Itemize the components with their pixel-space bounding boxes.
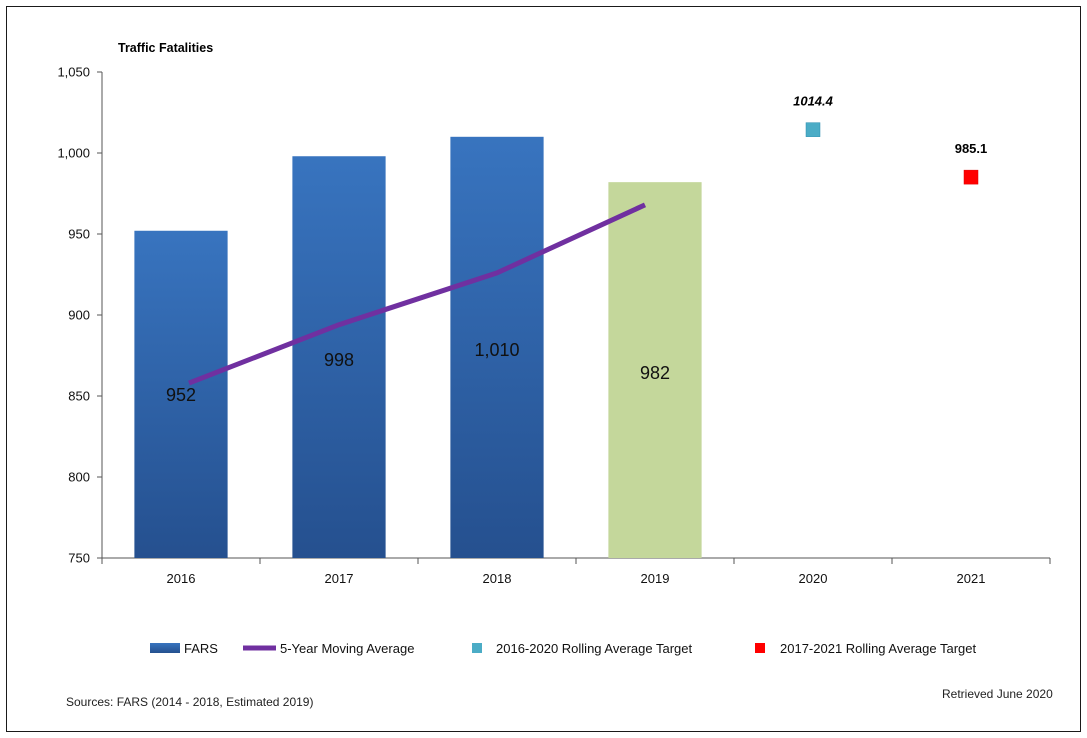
bar-2018 [450,136,544,559]
moving-average-line [188,202,647,386]
legend-target-2017-2021-swatch [755,643,765,653]
legend-fars-swatch [150,643,180,653]
target-point-2021 [963,169,979,185]
sources-note: Sources: FARS (2014 - 2018, Estimated 20… [66,695,314,709]
target-point-2020 [805,122,821,137]
target-label-2020: 1014.4 [793,94,834,109]
y-tick-label: 900 [68,308,90,323]
bar-label-2017: 998 [324,350,354,370]
retrieved-note: Retrieved June 2020 [942,687,1053,701]
x-tick-label: 2017 [325,571,354,586]
x-tick-label: 2020 [799,571,828,586]
bar-label-2016: 952 [166,385,196,405]
legend-target-2016-2020-swatch [472,643,482,653]
bar-2019 [608,182,702,558]
bar-2016 [134,230,228,558]
y-tick-label: 950 [68,227,90,242]
legend-moving-average-label: 5-Year Moving Average [280,641,414,656]
y-tick-label: 1,050 [57,65,90,80]
chart-title: Traffic Fatalities [118,41,213,55]
x-tick-label: 2021 [957,571,986,586]
bar-label-2018: 1,010 [474,340,519,360]
x-tick-label: 2016 [167,571,196,586]
bar-2017 [292,156,386,559]
legend-target-2017-2021-label: 2017-2021 Rolling Average Target [780,641,976,656]
y-tick-label: 850 [68,389,90,404]
bar-label-2019: 982 [640,363,670,383]
x-tick-label: 2018 [483,571,512,586]
legend-fars-label: FARS [184,641,218,656]
y-tick-label: 1,000 [57,146,90,161]
x-tick-label: 2019 [641,571,670,586]
legend-target-2016-2020-label: 2016-2020 Rolling Average Target [496,641,692,656]
plot-area: 750 800 850 900 950 1,000 1,050 2016 2017 2018 201… [57,65,1051,656]
y-tick-label: 800 [68,470,90,485]
target-label-2021: 985.1 [955,141,988,156]
y-tick-label: 750 [68,551,90,566]
